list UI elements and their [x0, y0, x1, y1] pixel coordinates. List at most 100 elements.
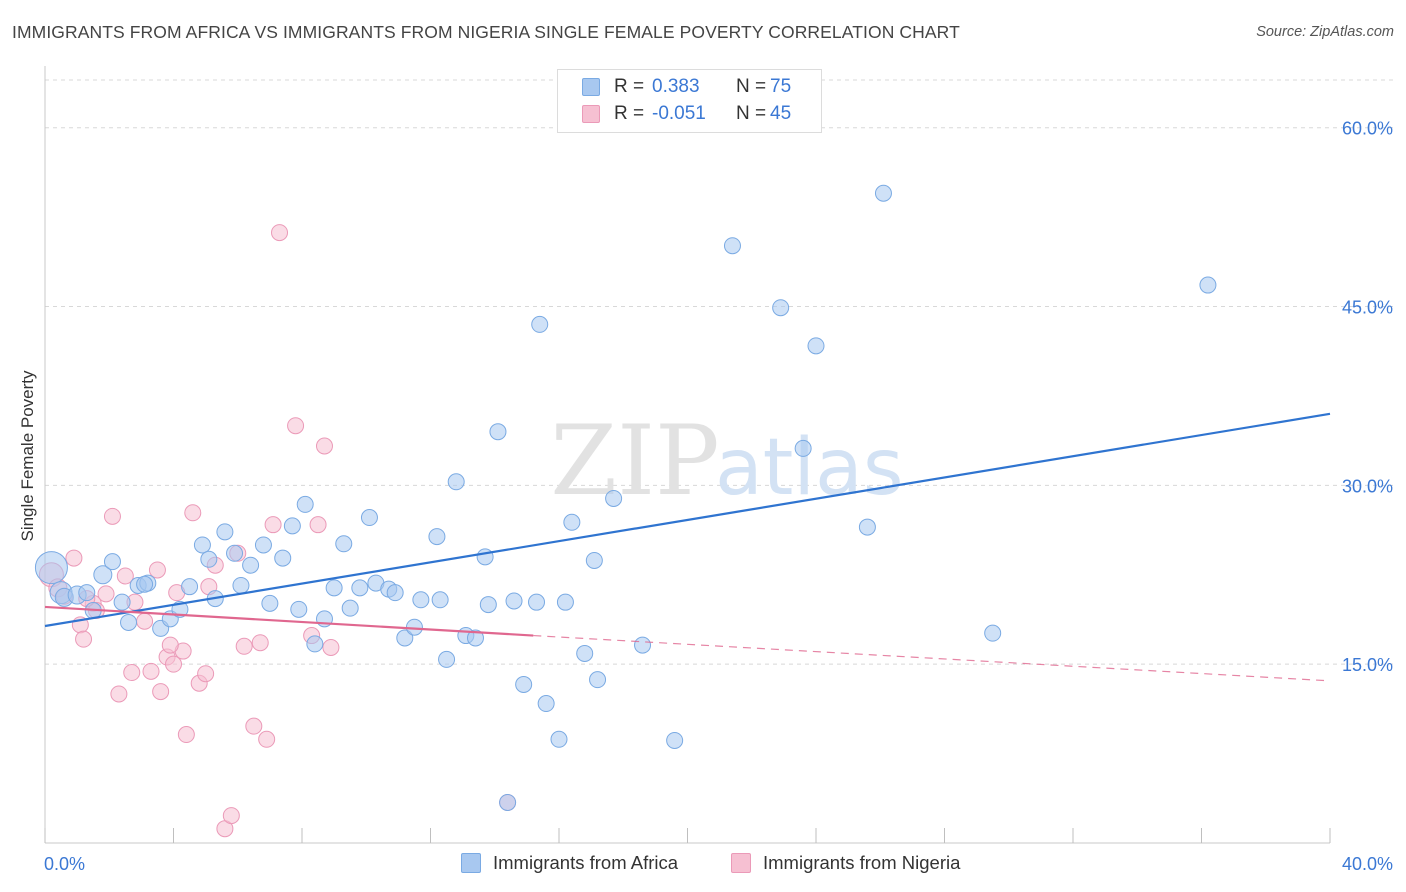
legend-r-label: R =: [614, 76, 645, 97]
nigeria-point: [161, 636, 179, 654]
africa-point: [283, 517, 301, 535]
africa-point: [193, 536, 211, 554]
africa-point: [93, 565, 113, 585]
africa-point: [254, 536, 272, 554]
africa-trend-line: [44, 412, 1331, 628]
nigeria-point: [142, 662, 160, 680]
nigeria-trend-extension: [533, 634, 1331, 682]
africa-point: [531, 315, 549, 333]
africa-point: [476, 548, 494, 566]
africa-point: [874, 184, 892, 202]
africa-point: [200, 550, 218, 568]
africa-point: [428, 528, 446, 546]
africa-point: [576, 644, 594, 662]
nigeria-point: [251, 634, 269, 652]
nigeria-point: [103, 507, 121, 525]
africa-point: [136, 575, 154, 593]
africa-point: [1199, 276, 1217, 294]
nigeria-point: [197, 665, 215, 683]
nigeria-point: [136, 612, 154, 630]
x-tick-label: 40.0%: [1342, 854, 1393, 874]
nigeria-point: [75, 630, 93, 648]
watermark-zip: ZIP: [550, 405, 719, 517]
y-axis-label: Single Female Poverty: [18, 370, 37, 542]
africa-point: [447, 473, 465, 491]
africa-point: [466, 629, 484, 647]
y-tick-label: 30.0%: [1342, 476, 1393, 496]
africa-point: [306, 635, 324, 653]
africa-point: [499, 793, 517, 811]
bottom-legend-nigeria[interactable]: Immigrants from Nigeria: [731, 852, 960, 874]
y-tick-label: 60.0%: [1342, 119, 1393, 139]
nigeria-point: [97, 585, 115, 603]
africa-point: [589, 671, 607, 689]
nigeria-point: [152, 683, 170, 701]
africa-point: [489, 423, 507, 441]
africa-point: [274, 549, 292, 567]
trend-lines: [44, 412, 1331, 682]
africa-point: [412, 591, 430, 609]
nigeria-point: [264, 516, 282, 534]
africa-point: [78, 584, 96, 602]
africa-point: [351, 579, 369, 597]
bottom-legend-africa[interactable]: Immigrants from Africa: [461, 852, 678, 874]
africa-point: [34, 551, 68, 585]
africa-point: [103, 553, 121, 571]
nigeria-point: [222, 807, 240, 825]
chart-title: IMMIGRANTS FROM AFRICA VS IMMIGRANTS FRO…: [12, 22, 960, 42]
legend-n-label: N =: [736, 103, 767, 124]
africa-point: [794, 439, 812, 457]
nigeria-point: [258, 730, 276, 748]
africa-point: [666, 731, 684, 749]
africa-point: [634, 636, 652, 654]
nigeria-point: [322, 638, 340, 656]
nigeria-point: [287, 417, 305, 435]
source-label: Source: ZipAtlas.com: [1256, 24, 1394, 40]
africa-point: [858, 518, 876, 536]
nigeria-points: [38, 224, 517, 838]
legend-n-label: N =: [736, 76, 767, 97]
africa-point: [550, 730, 568, 748]
y-tick-label: 15.0%: [1342, 655, 1393, 675]
legend-r-value-nigeria: -0.051: [652, 103, 706, 124]
nigeria-point: [235, 637, 253, 655]
africa-point: [772, 299, 790, 317]
legend-swatch-africa: [582, 78, 600, 96]
x-tick-label: 0.0%: [44, 854, 85, 874]
africa-point: [216, 523, 234, 541]
africa-point: [723, 237, 741, 255]
watermark: ZIP atlas: [550, 405, 903, 517]
africa-point: [556, 593, 574, 611]
africa-point: [386, 584, 404, 602]
africa-point: [113, 593, 131, 611]
africa-point: [232, 576, 250, 594]
africa-point: [290, 600, 308, 618]
africa-point: [528, 593, 546, 611]
africa-point: [325, 579, 343, 597]
africa-point: [438, 650, 456, 668]
watermark-atlas: atlas: [715, 423, 904, 513]
africa-point: [360, 509, 378, 527]
legend-row-nigeria: R = -0.051 N = 45: [582, 103, 791, 125]
africa-point: [296, 495, 314, 513]
africa-point: [181, 578, 199, 596]
africa-point: [537, 695, 555, 713]
africa-point: [605, 489, 623, 507]
nigeria-point: [245, 717, 263, 735]
nigeria-point: [65, 549, 83, 567]
africa-point: [585, 551, 603, 569]
legend-r-value-africa: 0.383: [652, 76, 700, 97]
africa-point: [261, 594, 279, 612]
bottom-legend-swatch-africa: [461, 853, 481, 873]
nigeria-point: [177, 726, 195, 744]
legend-swatch-nigeria: [582, 105, 600, 123]
africa-point: [505, 592, 523, 610]
nigeria-point: [184, 504, 202, 522]
bottom-legend-label-nigeria: Immigrants from Nigeria: [763, 852, 961, 873]
tick-labels: 15.0% 30.0% 45.0% 60.0% 0.0% 40.0%: [44, 119, 1393, 874]
legend-r-label: R =: [614, 103, 645, 124]
africa-point: [226, 544, 244, 562]
africa-point: [807, 337, 825, 355]
axis-layer: [44, 66, 1331, 844]
nigeria-point: [123, 664, 141, 682]
